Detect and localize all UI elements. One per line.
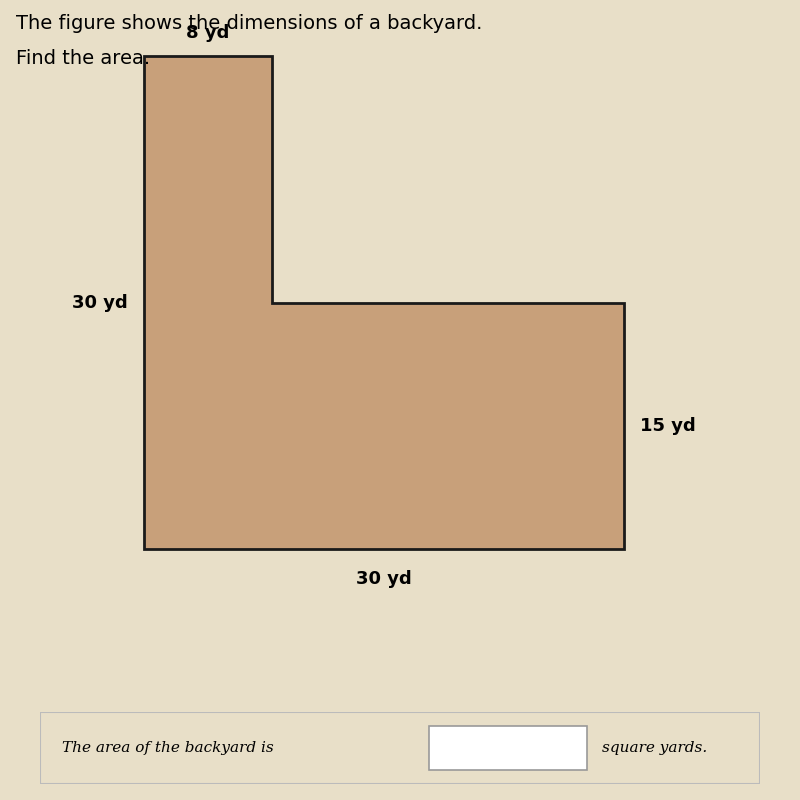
Text: square yards.: square yards.	[602, 741, 707, 755]
Text: The figure shows the dimensions of a backyard.: The figure shows the dimensions of a bac…	[16, 14, 482, 33]
Text: 8 yd: 8 yd	[186, 24, 230, 42]
Text: 30 yd: 30 yd	[356, 570, 412, 588]
Bar	[429, 726, 587, 770]
Text: The area of the backyard is: The area of the backyard is	[62, 741, 274, 755]
Polygon shape	[144, 56, 624, 549]
Text: 15 yd: 15 yd	[640, 417, 696, 435]
Text: Find the area.: Find the area.	[16, 50, 150, 68]
Text: 30 yd: 30 yd	[72, 294, 128, 312]
